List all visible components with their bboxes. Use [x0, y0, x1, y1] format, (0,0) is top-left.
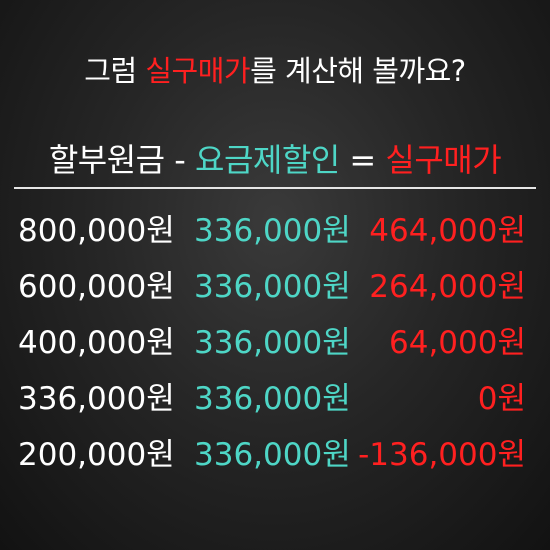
- table-row: 200,000원 336,000원 -136,000원: [0, 427, 550, 483]
- principal-cell: 800,000원: [18, 213, 175, 249]
- principal-cell: 336,000원: [18, 381, 175, 417]
- table-row: 800,000원 336,000원 464,000원: [0, 203, 550, 259]
- table-row: 336,000원 336,000원 0원: [0, 371, 550, 427]
- formula-actual-price: 실구매가: [385, 141, 502, 179]
- formula-principal: 할부원금: [48, 141, 165, 179]
- discount-cell: 336,000원: [194, 437, 351, 473]
- discount-cell: 336,000원: [194, 213, 351, 249]
- discount-cell: 336,000원: [194, 269, 351, 305]
- principal-cell: 600,000원: [18, 269, 175, 305]
- heading: 그럼 실구매가를 계산해 볼까요?: [0, 48, 550, 90]
- formula-discount: 요금제할인: [195, 141, 340, 179]
- heading-prefix: 그럼: [84, 54, 146, 88]
- table-row: 600,000원 336,000원 264,000원: [0, 259, 550, 315]
- formula-minus: -: [164, 141, 196, 179]
- actual-price-cell: 0원: [477, 381, 526, 417]
- heading-highlight: 실구매가: [145, 54, 251, 88]
- heading-suffix: 를 계산해 볼까요?: [250, 54, 466, 88]
- formula: 할부원금 - 요금제할인 = 실구매가: [0, 135, 550, 181]
- actual-price-cell: 64,000원: [389, 325, 526, 361]
- actual-price-cell: 464,000원: [369, 213, 526, 249]
- divider: [14, 187, 536, 189]
- calculation-table: 800,000원 336,000원 464,000원 600,000원 336,…: [0, 203, 550, 483]
- table-row: 400,000원 336,000원 64,000원: [0, 315, 550, 371]
- actual-price-cell: 264,000원: [369, 269, 526, 305]
- discount-cell: 336,000원: [194, 381, 351, 417]
- principal-cell: 400,000원: [18, 325, 175, 361]
- actual-price-cell: -136,000원: [358, 437, 526, 473]
- discount-cell: 336,000원: [194, 325, 351, 361]
- formula-equals: =: [339, 141, 386, 179]
- principal-cell: 200,000원: [18, 437, 175, 473]
